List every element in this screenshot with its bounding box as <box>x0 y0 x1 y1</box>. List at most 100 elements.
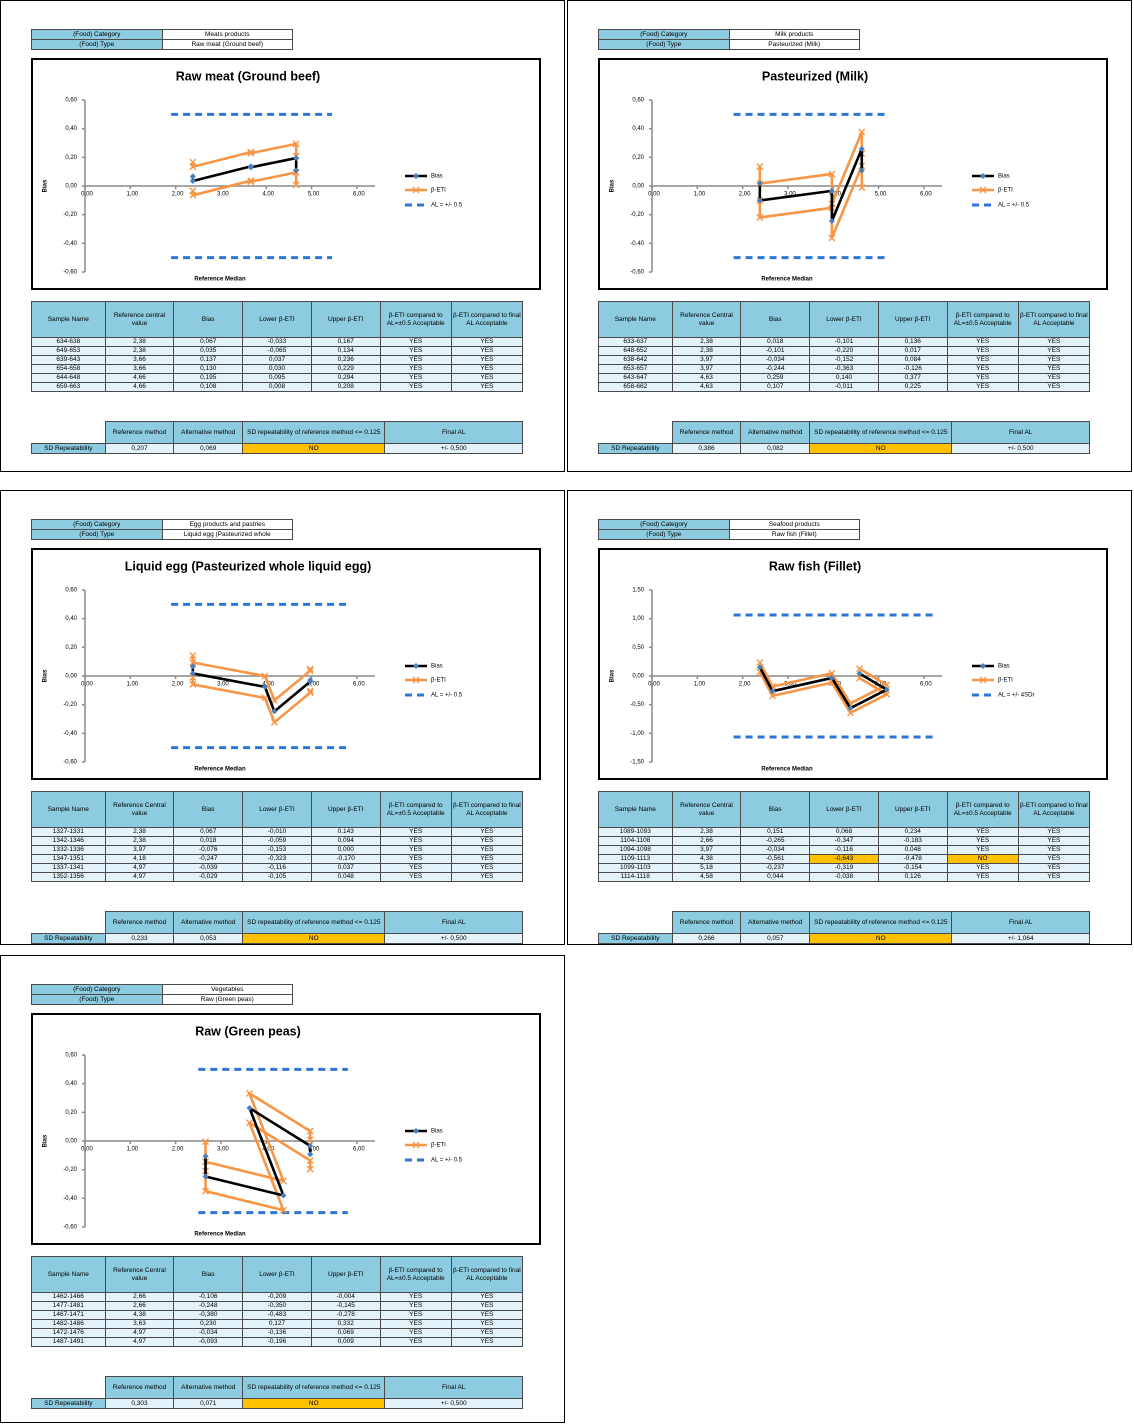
eti-marker <box>756 214 764 222</box>
category-table: (Food) Category Egg products and pastries… <box>31 519 293 540</box>
table-cell: -0,011 <box>809 382 879 392</box>
x-tick-label: 0,00 <box>648 192 660 198</box>
column-header: Reference central value <box>104 301 175 338</box>
x-tick-label: 2,00 <box>739 192 751 198</box>
table-cell: -0,126 <box>877 364 948 374</box>
column-header: β-ETI compared to AL=±0.5 Acceptable <box>379 1256 452 1293</box>
sd-row: SD Repeatability 0,207 0,069 NO +/- 0,500 <box>31 443 523 454</box>
sd-column-header: Alternative method <box>173 1376 244 1399</box>
eti-marker <box>306 1136 314 1144</box>
chart-box: Pasteurized (Milk) 0,60 0,40 0,20 0,00 -0,20 -… <box>598 58 1108 290</box>
eti-marker <box>858 184 866 192</box>
column-header: Bias <box>173 301 244 338</box>
bias-marker <box>828 674 835 681</box>
table-cell: -0,034 <box>740 355 811 365</box>
legend-marker <box>980 173 986 179</box>
table-cell: -0,170 <box>310 854 381 864</box>
panel: (Food) Category Seafood products (Food) Ty… <box>567 490 1132 945</box>
sd-cell: 0,303 <box>104 1398 175 1409</box>
table-cell: YES <box>379 355 452 365</box>
bias-marker <box>756 664 763 671</box>
bias-marker <box>189 173 196 180</box>
table-cell: YES <box>450 1292 524 1302</box>
category-label: (Food) Category <box>598 519 730 530</box>
table-cell: 3,97 <box>671 845 742 855</box>
table-cell: YES <box>450 337 524 347</box>
eti-marker <box>247 177 255 185</box>
bias-marker <box>293 167 300 174</box>
table-cell: -0,105 <box>242 872 312 882</box>
x-axis-label: Reference Median <box>194 1232 246 1238</box>
x-tick-label: 0,00 <box>81 682 93 688</box>
sd-column-header: Final AL <box>951 421 1090 444</box>
bias-marker <box>246 1105 253 1112</box>
eti-marker <box>828 170 836 178</box>
sd-cell: NO <box>809 443 953 454</box>
table-cell: 0,130 <box>173 364 244 374</box>
table-cell: 1327-1331 <box>31 827 106 837</box>
y-tick-label: -0,20 <box>630 212 644 218</box>
legend-label: Bias <box>431 664 443 670</box>
eti-marker <box>828 669 836 677</box>
sd-header-row: Reference method Alternative method SD rep… <box>599 911 1090 934</box>
table-cell: 1352-1356 <box>31 872 106 882</box>
legend-label: AL = +/- 4SDr <box>998 693 1034 699</box>
sd-cell: SD Repeatability <box>598 933 673 944</box>
y-axis-label: Bias <box>610 179 616 192</box>
table-cell: YES <box>450 1328 524 1338</box>
table-row: 1342-1346 2,38 0,018 -0,059 0,094 YES YES <box>31 836 524 846</box>
sd-cell: +/- 0,500 <box>384 933 523 944</box>
bias-marker <box>247 164 254 171</box>
table-cell: 0,229 <box>310 364 381 374</box>
table-cell: -0,183 <box>877 836 948 846</box>
table-cell: 0,048 <box>877 845 948 855</box>
x-tick-label: 2,00 <box>172 682 184 688</box>
table-cell: 0,137 <box>173 355 244 365</box>
table-cell: -0,033 <box>242 337 312 347</box>
eti-marker <box>189 659 197 667</box>
table-cell: YES <box>379 845 452 855</box>
column-header: Sample Name <box>598 301 673 338</box>
table-cell: 0,208 <box>310 382 381 392</box>
table-cell: 0,195 <box>173 373 244 383</box>
sd-cell: NO <box>242 443 386 454</box>
sd-header-row: Reference method Alternative method SD rep… <box>32 421 523 444</box>
sd-column-header: Reference method <box>104 1376 175 1399</box>
table-cell: 1094-1098 <box>598 845 673 855</box>
eti-marker <box>858 128 866 136</box>
table-cell: 2,38 <box>104 337 175 347</box>
legend-label: Bias <box>431 174 443 180</box>
table-cell: -0,209 <box>242 1292 312 1302</box>
sd-cell: 0,071 <box>173 1398 244 1409</box>
table-cell: YES <box>1017 854 1091 864</box>
table-cell: YES <box>1017 382 1091 392</box>
eti-marker <box>306 687 314 695</box>
table-cell: 2,38 <box>671 346 742 356</box>
table-row: 644-648 4,66 0,195 0,095 0,294 YES YES <box>31 373 524 383</box>
table-row: 1337-1341 4,97 -0,039 -0,116 0,037 YES YES <box>31 863 524 873</box>
table-cell: YES <box>379 382 452 392</box>
table-cell: 659-663 <box>31 382 106 392</box>
table-cell: 0,225 <box>877 382 948 392</box>
table-cell: 2,38 <box>104 346 175 356</box>
column-header: Sample Name <box>31 1256 106 1293</box>
y-tick-label: -0,20 <box>63 212 77 218</box>
sd-cell: NO <box>242 1398 386 1409</box>
column-header: β-ETI compared to final AL Acceptable <box>1017 301 1091 338</box>
legend-marker <box>979 186 987 194</box>
x-tick-label: 6,00 <box>920 192 932 198</box>
empty-cell <box>599 912 673 934</box>
sd-row: SD Repeatability 0,303 0,071 NO +/- 0,500 <box>31 1398 523 1409</box>
legend-label: AL = +/- 0.5 <box>431 1158 463 1164</box>
column-header: β-ETI compared to final AL Acceptable <box>450 791 524 828</box>
x-tick-label: 1,00 <box>126 682 138 688</box>
table-cell: 0,230 <box>173 1319 244 1329</box>
table-cell: -0,101 <box>809 337 879 347</box>
table-cell: 0,143 <box>310 827 381 837</box>
table-row: 638-642 3,97 -0,034 -0,152 0,084 YES YES <box>598 355 1091 365</box>
column-header: Sample Name <box>31 791 106 828</box>
column-header: Bias <box>173 1256 244 1293</box>
x-tick-label: 0,00 <box>81 1147 93 1153</box>
y-tick-label: -1,00 <box>630 731 644 737</box>
y-tick-label: -0,40 <box>630 241 644 247</box>
